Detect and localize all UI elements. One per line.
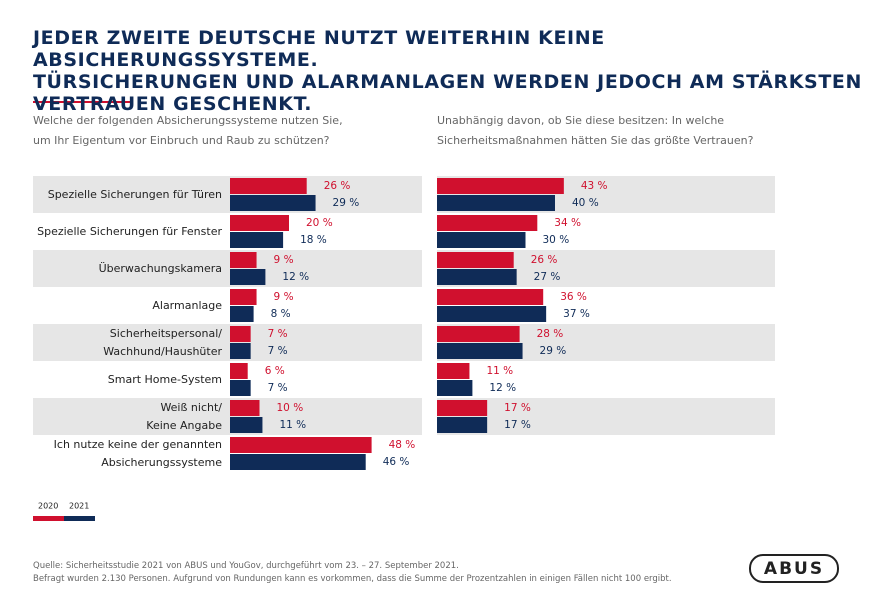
row-band [33, 398, 422, 435]
value-label: 36 % [560, 291, 587, 303]
bar [230, 178, 307, 194]
value-label: 34 % [554, 217, 581, 229]
source: Quelle: Sicherheitsstudie 2021 von ABUS … [33, 561, 459, 571]
bar [230, 454, 366, 470]
value-label: 28 % [537, 328, 564, 340]
category-label: Überwachungskamera [98, 261, 222, 275]
value-label: 10 % [277, 402, 304, 414]
title: JEDER ZWEITE DEUTSCHE NUTZT WEITERHIN KE… [33, 27, 862, 115]
value-label: 12 % [282, 271, 309, 283]
legend-swatch [64, 516, 95, 521]
bar [230, 289, 257, 305]
bar [437, 417, 488, 433]
value-label: 20 % [306, 217, 333, 229]
category-label: Spezielle Sicherungen für Fenster [37, 224, 222, 238]
value-label: 8 % [271, 308, 291, 320]
bar [230, 343, 251, 359]
bar [230, 215, 289, 231]
category-label: Ich nutze keine der genannten Absicherun… [53, 437, 222, 469]
legend-label: 2021 [69, 502, 89, 511]
subtitle: Unabhängig davon, ob Sie diese besitzen:… [437, 114, 754, 147]
category-label: Weiß nicht/ Keine Angabe [146, 400, 222, 432]
row-band [437, 398, 775, 435]
row-band [33, 324, 422, 361]
row-band [33, 176, 422, 213]
value-label: 12 % [489, 382, 516, 394]
value-label: 29 % [540, 345, 567, 357]
note: Befragt wurden 2.130 Personen. Aufgrund … [33, 574, 672, 584]
value-label: 6 % [265, 365, 285, 377]
title-rule [33, 101, 133, 103]
bar [437, 195, 555, 211]
bar [437, 215, 538, 231]
bar [437, 343, 523, 359]
value-label: 43 % [581, 180, 608, 192]
category-label: Alarmanlage [152, 298, 222, 312]
logo-frame [749, 554, 839, 583]
value-label: 40 % [572, 197, 599, 209]
bar [437, 252, 514, 268]
value-label: 17 % [504, 419, 531, 431]
bar [437, 306, 547, 322]
value-label: 30 % [543, 234, 570, 246]
legend-swatch [33, 516, 64, 521]
value-label: 18 % [300, 234, 327, 246]
bar [230, 326, 251, 342]
bar [230, 380, 251, 396]
value-label: 26 % [531, 254, 558, 266]
value-label: 7 % [268, 345, 288, 357]
value-label: 11 % [486, 365, 513, 377]
value-label: 27 % [534, 271, 561, 283]
bar [230, 363, 248, 379]
row-band [33, 250, 422, 287]
bar [230, 417, 263, 433]
value-label: 7 % [268, 328, 288, 340]
bar [230, 252, 257, 268]
bar [230, 306, 254, 322]
legend-label: 2020 [38, 502, 58, 511]
category-label: Sicherheitspersonal/ Wachhund/Haushüter [103, 326, 222, 358]
bar [437, 178, 564, 194]
bar [437, 400, 488, 416]
bar [230, 195, 316, 211]
bar [230, 437, 372, 453]
category-label: Smart Home-System [107, 372, 222, 386]
value-label: 17 % [504, 402, 531, 414]
value-label: 9 % [274, 254, 294, 266]
value-label: 37 % [563, 308, 590, 320]
bar [437, 289, 544, 305]
bar [230, 269, 266, 285]
value-label: 29 % [333, 197, 360, 209]
category-label: Spezielle Sicherungen für Türen [47, 187, 222, 201]
bar [230, 232, 284, 248]
value-label: 48 % [389, 439, 416, 451]
bar [437, 232, 526, 248]
logo: ABUS [764, 559, 824, 579]
value-label: 7 % [268, 382, 288, 394]
value-label: 11 % [279, 419, 306, 431]
subtitle: Welche der folgenden Absicherungssysteme… [33, 114, 343, 147]
value-label: 26 % [324, 180, 351, 192]
bar [437, 326, 520, 342]
bar [437, 380, 473, 396]
bar [230, 400, 260, 416]
value-label: 46 % [383, 456, 410, 468]
bar [437, 269, 517, 285]
bar [437, 363, 470, 379]
value-label: 9 % [274, 291, 294, 303]
